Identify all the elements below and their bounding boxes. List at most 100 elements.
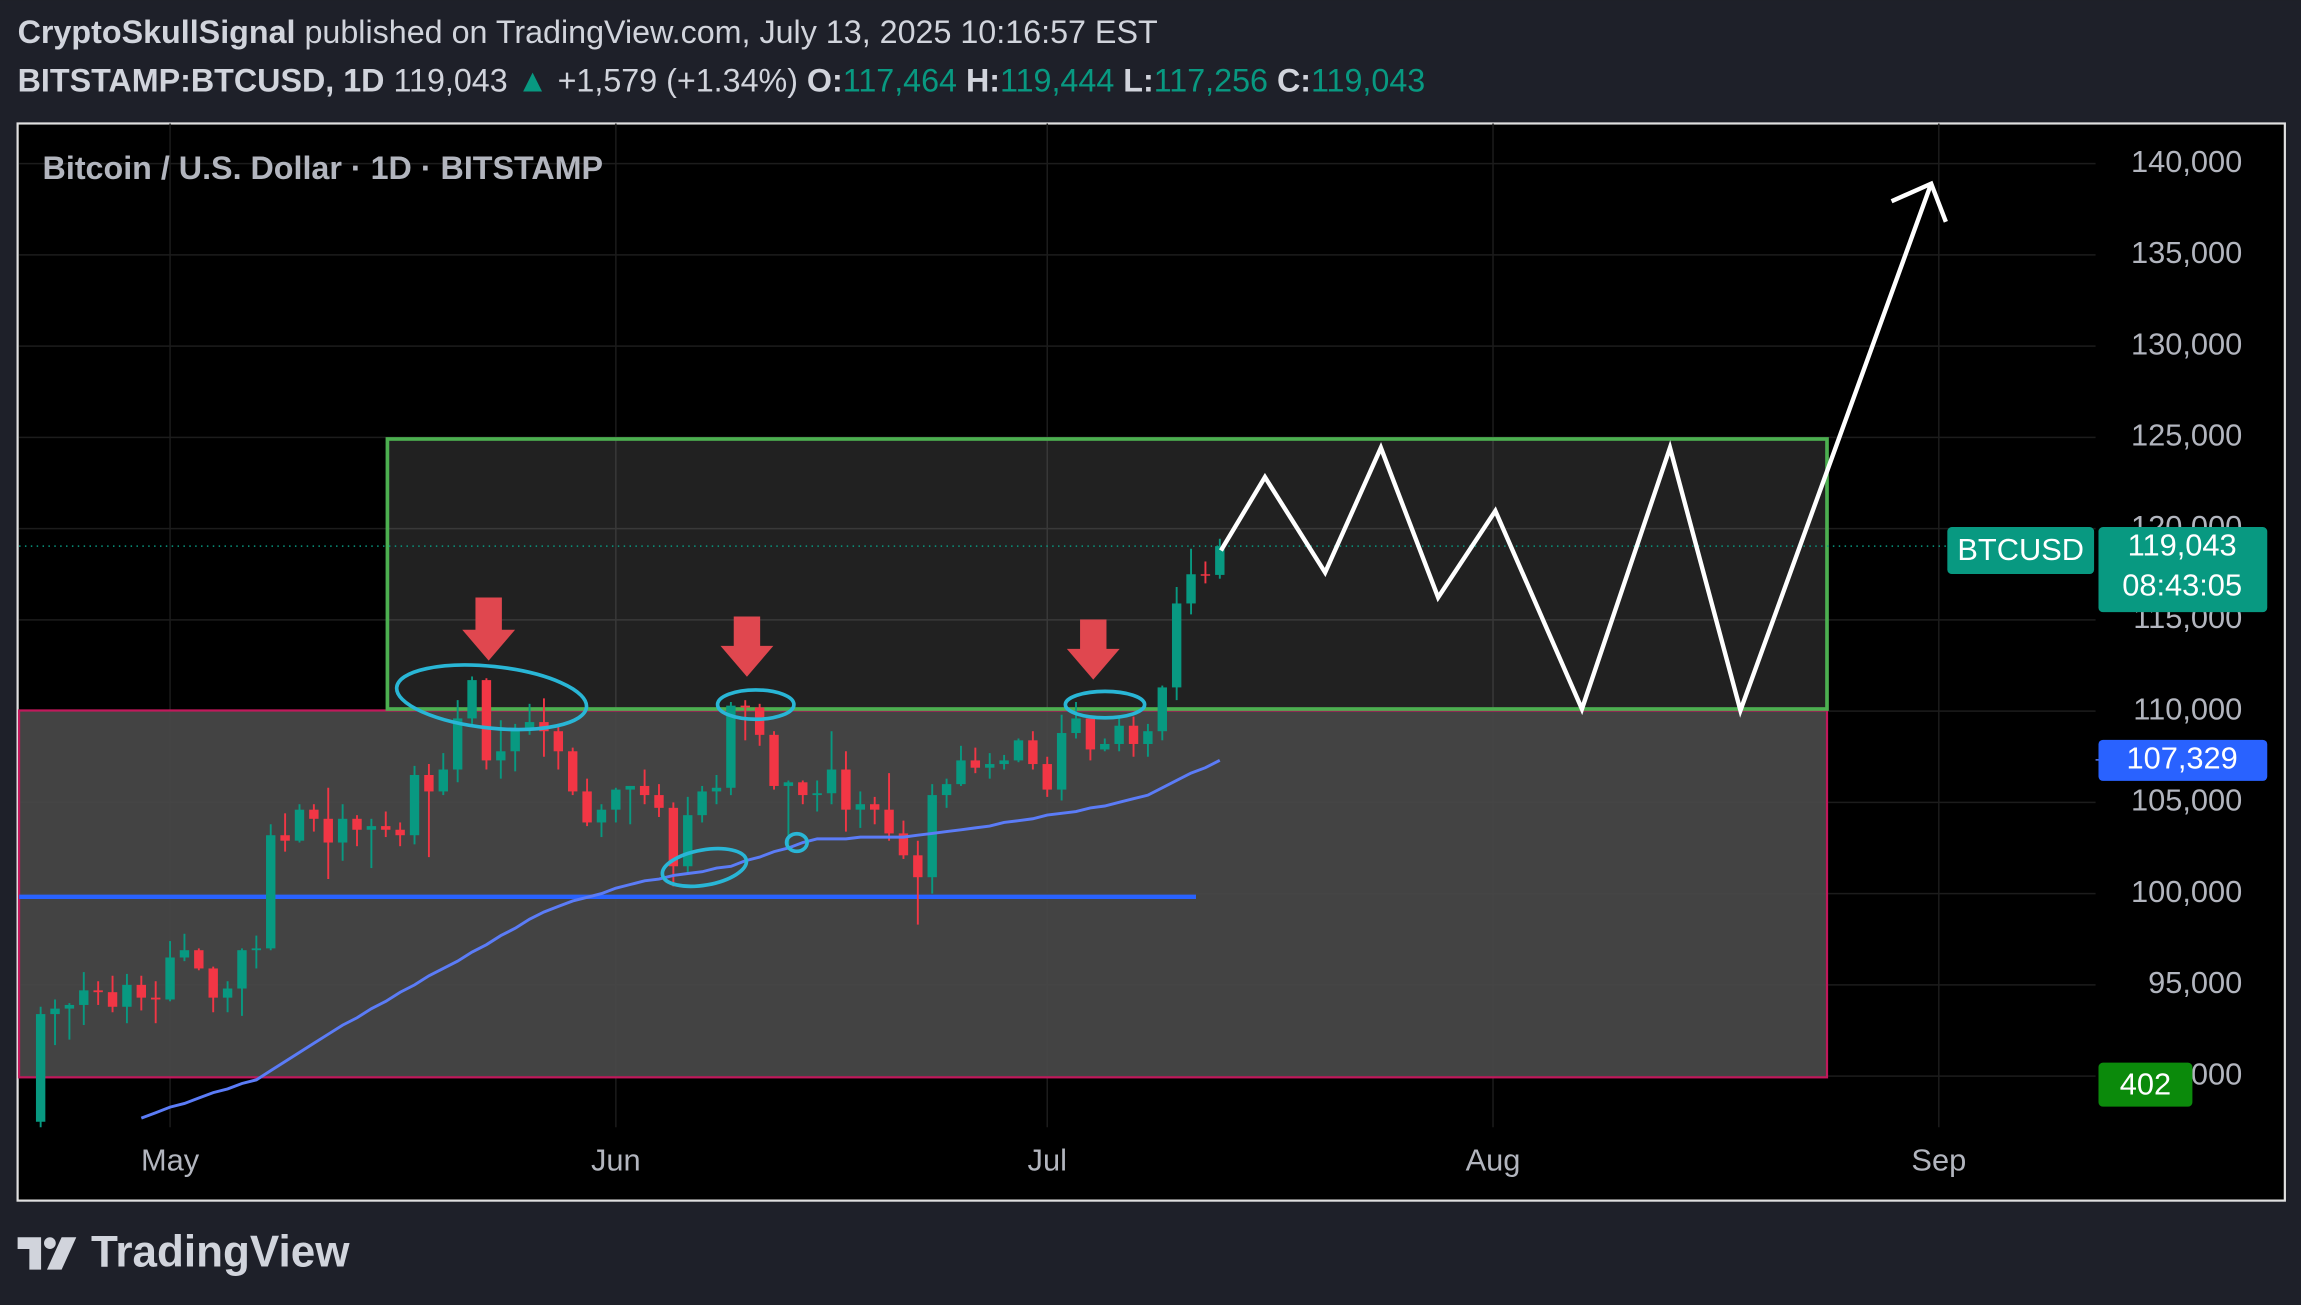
range-box [385, 437, 1829, 711]
candle-body [783, 782, 794, 786]
y-tick-label: 95,000 [2148, 965, 2242, 1000]
volume-tag [2098, 1062, 2193, 1107]
candle-body [352, 818, 362, 830]
published: published on TradingView.com, July 13, 2… [304, 13, 1157, 49]
down-arrow [720, 616, 774, 677]
candle-body [381, 826, 391, 830]
candle-body [956, 760, 966, 785]
candle-body [1114, 725, 1124, 744]
candle-body [524, 722, 535, 730]
candle-body [625, 785, 635, 790]
down-arrow [1066, 619, 1120, 680]
candle-body [294, 809, 305, 841]
candle-body [107, 992, 118, 1007]
candle-body [582, 791, 592, 823]
logo-shape [17, 1237, 42, 1270]
candle-body [711, 787, 722, 792]
candle-body [1013, 740, 1024, 761]
candle-body [1028, 740, 1038, 765]
candle-body [1171, 603, 1182, 688]
candle-body [1042, 764, 1052, 790]
author: CryptoSkullSignal [18, 13, 296, 49]
change: +1,579 (+1.34%) [558, 62, 798, 98]
candle-body [740, 705, 750, 708]
candle-body [1071, 718, 1081, 734]
countdown: 08:43:05 [2122, 567, 2242, 602]
candle-body [337, 818, 348, 843]
candle-body [424, 775, 434, 792]
candle-body [79, 990, 89, 1005]
down-arrows [462, 597, 1120, 680]
symbol-tag-label: BTCUSD [1957, 532, 2084, 567]
high: 119,444 [1000, 62, 1114, 98]
candle-body [1056, 733, 1067, 790]
candle-body [208, 968, 218, 998]
chart-title: Bitcoin / U.S. Dollar · 1D · BITSTAMP [43, 150, 604, 186]
support-zone [17, 709, 1829, 1079]
candle-body [798, 782, 808, 796]
last: 119,043 [393, 62, 507, 98]
projection-path [1219, 182, 1934, 718]
candle-body [194, 950, 204, 969]
candle-body [1128, 725, 1139, 744]
candle-body [1085, 718, 1096, 750]
candle-body [826, 769, 837, 794]
candle-body [165, 957, 175, 1000]
candle-body [266, 835, 276, 949]
candle-body [941, 784, 952, 796]
candle-body [280, 835, 290, 841]
candle-body [366, 826, 377, 830]
last-price-tag [2098, 527, 2268, 613]
candle-body [136, 984, 147, 998]
y-tick-label: 110,000 [2133, 691, 2242, 726]
candle-body [611, 789, 621, 810]
candle-body [812, 793, 822, 796]
candle-body [222, 988, 233, 998]
open: 117,464 [843, 62, 957, 98]
candle-body [409, 775, 420, 836]
candle-body [1186, 574, 1196, 604]
y-tick-label: 130,000 [2131, 326, 2242, 361]
candle-body [884, 809, 894, 834]
candle-body [496, 751, 506, 761]
header-line-2: BITSTAMP:BTCUSD, 1D 119,043 ▲ +1,579 (+1… [18, 62, 1426, 98]
candle-body [841, 769, 851, 810]
y-tick-label: 135,000 [2131, 235, 2242, 270]
candle-body [999, 760, 1009, 765]
last-price-label: 119,043 [2128, 528, 2237, 563]
candle-body [64, 1004, 75, 1009]
candle-body [1157, 687, 1167, 732]
symbol-tag [1947, 527, 2095, 574]
header-line-1: CryptoSkullSignal published on TradingVi… [18, 13, 1158, 49]
candle-body [596, 809, 607, 823]
logo-shape [44, 1237, 56, 1250]
candle-body [1200, 574, 1211, 576]
close-label: C: [1277, 62, 1311, 98]
y-tick-label: 100,000 [2131, 874, 2242, 909]
candle-body [150, 997, 161, 1000]
candle-body [510, 729, 520, 752]
x-tick-label: May [141, 1143, 200, 1178]
candle-body [35, 1014, 46, 1122]
x-tick-label: Jul [1028, 1143, 1067, 1178]
candle-body [323, 818, 333, 843]
x-tick-label: Sep [1911, 1143, 1966, 1178]
candle-body [855, 804, 866, 810]
candle-body [481, 680, 492, 761]
candle-body [179, 950, 190, 958]
highlight-ellipse [715, 688, 796, 722]
candle-body [913, 855, 923, 878]
moving-average [140, 759, 1221, 1120]
candle-body [639, 785, 650, 796]
candle-body [122, 984, 132, 1007]
y-tick-label: 125,000 [2131, 418, 2242, 453]
candle-body [568, 751, 578, 792]
highlight-ellipse [1063, 689, 1147, 720]
candle-body [452, 718, 463, 770]
y-tick-label: 140,000 [2131, 144, 2242, 179]
plot [19, 538, 2099, 1128]
candle-body [869, 804, 880, 810]
candle-body [251, 948, 262, 951]
